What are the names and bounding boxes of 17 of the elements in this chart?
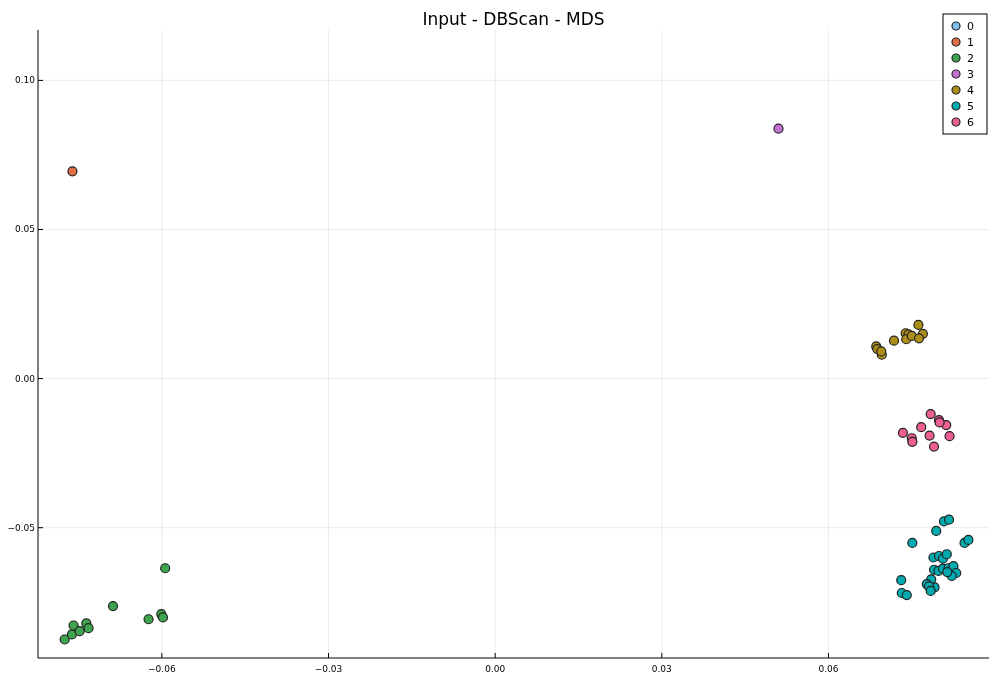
y-tick-label: 0.00 — [14, 373, 36, 384]
x-tick-label: −0.06 — [148, 664, 176, 674]
x-tick-label: 0.03 — [651, 664, 672, 674]
y-tick-label: 0.10 — [14, 75, 36, 86]
x-tick-label: 0.00 — [485, 664, 506, 674]
legend-label: 6 — [967, 116, 974, 129]
legend-label: 5 — [967, 100, 974, 113]
x-tick-label: 0.06 — [818, 664, 839, 674]
legend-label: 1 — [967, 36, 974, 49]
y-tick-label: −0.05 — [7, 522, 35, 533]
legend-label: 2 — [967, 52, 974, 65]
legend-label: 3 — [967, 68, 974, 81]
legend-label: 0 — [967, 20, 974, 33]
chart-title: Input - DBScan - MDS — [422, 9, 605, 29]
y-tick-label: 0.05 — [14, 224, 35, 235]
x-tick-label: −0.03 — [314, 664, 343, 674]
legend-label: 4 — [967, 84, 974, 97]
